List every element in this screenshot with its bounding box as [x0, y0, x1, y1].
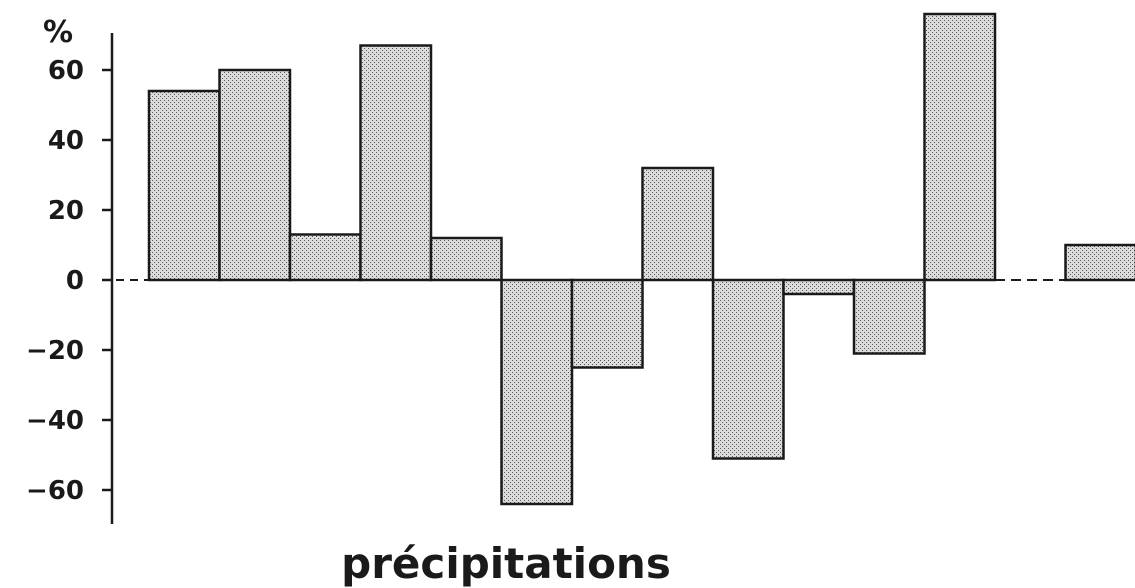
y-axis-unit-label: %: [43, 15, 73, 50]
bars: [147, 12, 1135, 506]
bar: [782, 278, 856, 296]
bar: [429, 236, 503, 282]
y-tick-label: −40: [26, 406, 84, 436]
bar: [570, 278, 644, 369]
y-tick-label: 40: [48, 126, 84, 156]
bar: [711, 278, 785, 460]
bar: [500, 278, 574, 506]
bar: [218, 68, 292, 282]
bar: [1064, 243, 1135, 282]
y-axis: 60 40 20 0 −20 −40 −60: [26, 33, 1066, 524]
bar: [641, 166, 715, 282]
y-tick-label: −60: [26, 476, 84, 506]
bar: [359, 44, 433, 282]
chart-title: précipitations: [341, 539, 671, 588]
y-tick-label: 60: [48, 56, 84, 86]
bar: [288, 233, 362, 282]
bar: [147, 89, 221, 282]
y-tick-label: 20: [48, 196, 84, 226]
bar: [923, 12, 997, 282]
bar: [852, 278, 926, 355]
y-tick-label: −20: [26, 336, 84, 366]
y-tick-label: 0: [66, 266, 84, 296]
